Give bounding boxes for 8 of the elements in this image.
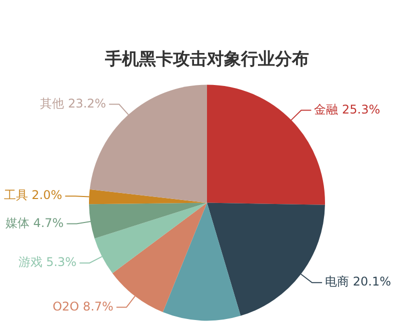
slice-label: 游戏 5.3%: [18, 255, 77, 270]
slice-label: 电商 20.1%: [325, 274, 391, 289]
slice-label: 金融 25.3%: [314, 102, 380, 116]
chart-title: 手机黑卡攻击对象行业分布: [104, 50, 309, 70]
slice-label: O2O 8.7%: [52, 299, 114, 314]
slice-label: 工具 2.0%: [4, 188, 62, 202]
slice-label: 媒体 4.7%: [5, 216, 64, 230]
slice-label: 其他 23.2%: [40, 96, 106, 110]
